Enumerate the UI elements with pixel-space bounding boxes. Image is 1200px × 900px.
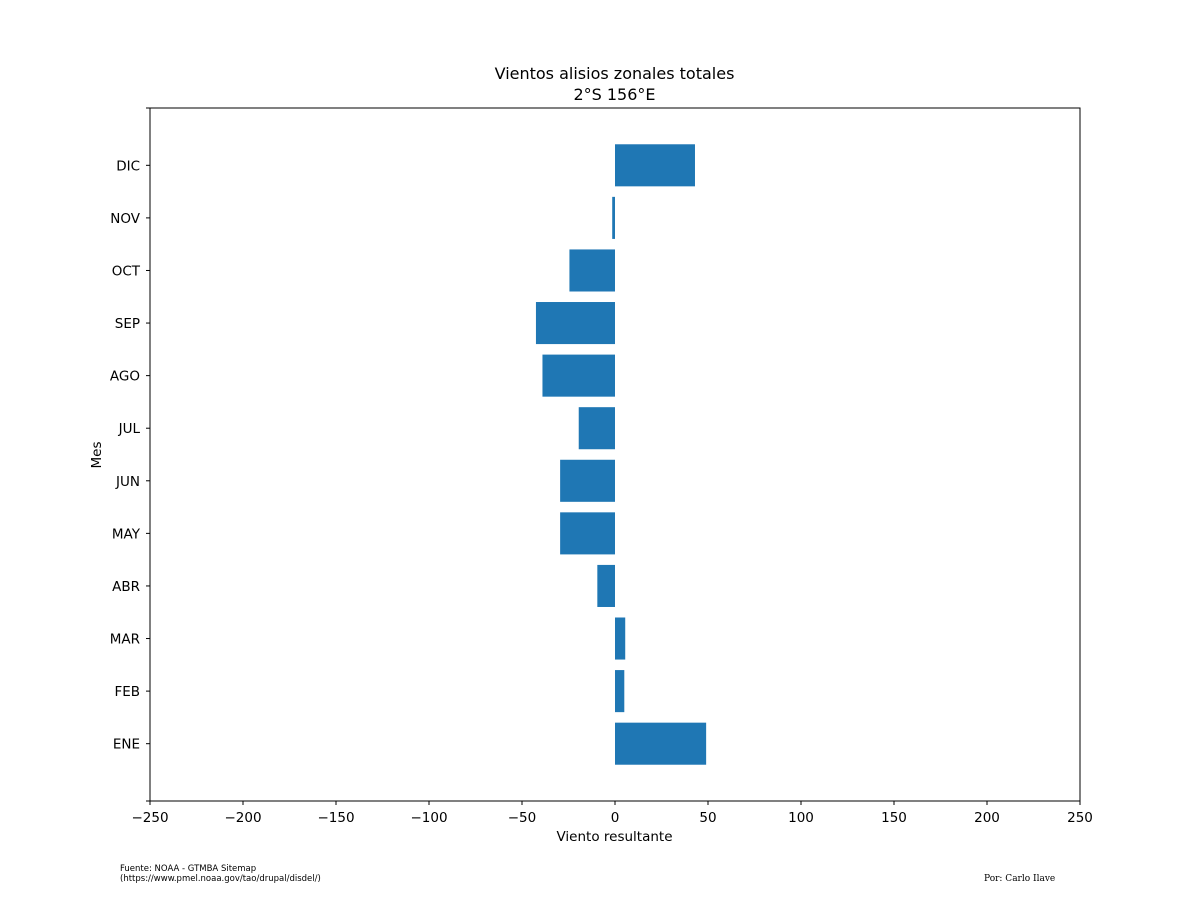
bars-group <box>535 144 707 765</box>
x-tick-label: −200 <box>224 810 261 826</box>
y-tick-label: MAY <box>112 526 141 542</box>
y-tick-label: MAR <box>110 632 140 648</box>
x-tick-label: 250 <box>1067 810 1093 826</box>
x-tick-label: 150 <box>881 810 907 826</box>
x-tick-label: 200 <box>974 810 1000 826</box>
x-tick-label: 50 <box>699 810 716 826</box>
y-tick-label: JUN <box>115 474 140 490</box>
bar-nov <box>612 196 615 239</box>
y-tick-label: FEB <box>114 684 140 700</box>
source-note: Fuente: NOAA - GTMBA Sitemap (https://ww… <box>120 864 321 884</box>
y-tick-label: AGO <box>110 369 140 385</box>
x-tick-label: −150 <box>317 810 354 826</box>
chart-title: Vientos alisios zonales totales <box>495 64 735 83</box>
bar-ene <box>615 722 707 765</box>
bar-abr <box>597 564 615 607</box>
bar-may <box>560 512 615 555</box>
y-tick-label: ENE <box>113 737 140 753</box>
y-tick-label: JUL <box>118 421 141 437</box>
bar-oct <box>569 249 615 292</box>
y-tick-label: SEP <box>115 316 140 332</box>
author-note: Por: Carlo Ilave <box>984 874 1056 884</box>
x-axis-label: Viento resultante <box>556 829 672 845</box>
x-axis: −250 −200 −150 −100 −50 0 50 100 150 200 250 <box>131 801 1093 826</box>
y-tick-label: NOV <box>110 211 140 227</box>
y-tick-label: DIC <box>116 158 140 174</box>
y-tick-label: OCT <box>112 263 141 279</box>
plot-frame <box>149 107 1081 802</box>
x-tick-label: −50 <box>508 810 537 826</box>
bar-dic <box>615 144 695 187</box>
x-tick-label: 0 <box>611 810 620 826</box>
bar-feb <box>615 670 625 713</box>
chart-subtitle: 2°S 156°E <box>573 85 655 104</box>
x-tick-label: 100 <box>788 810 814 826</box>
bar-mar <box>615 617 626 660</box>
source-line-2: (https://www.pmel.noaa.gov/tao/drupal/di… <box>120 874 321 884</box>
y-axis-label: Mes <box>89 442 105 469</box>
bar-jul <box>578 407 615 450</box>
source-line-1: Fuente: NOAA - GTMBA Sitemap <box>120 864 257 874</box>
y-axis: ENE FEB MAR ABR MAY JUN JUL AGO SEP OCT NOV DIC <box>110 107 150 802</box>
bar-sep <box>535 302 615 345</box>
x-tick-label: −100 <box>410 810 447 826</box>
bar-jun <box>560 459 615 502</box>
y-tick-label: ABR <box>112 579 140 595</box>
x-tick-label: −250 <box>131 810 168 826</box>
bar-ago <box>542 354 615 397</box>
